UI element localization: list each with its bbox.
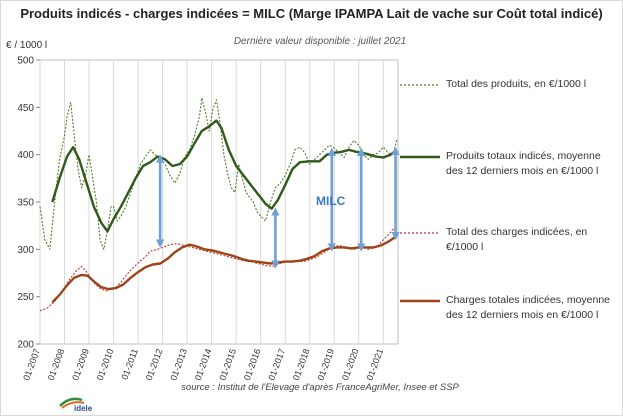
series-line-1: [51, 119, 398, 233]
y-axis-ticks: 200 250 300 350 400 450 500: [17, 56, 40, 351]
x-tick-label: 01-2014: [193, 347, 214, 381]
y-tick-label: 450: [17, 103, 34, 114]
x-tick-label: 01-2018: [291, 347, 312, 381]
x-tick-label: 01-2013: [168, 347, 189, 381]
x-tick-label: 01-2021: [364, 347, 385, 381]
y-axis-unit: € / 1000 l: [6, 40, 48, 51]
series-line-3: [51, 235, 398, 304]
x-tick-label: 01-2017: [266, 347, 287, 381]
y-tick-label: 350: [17, 198, 34, 209]
x-tick-label: 01-2012: [144, 347, 165, 381]
legend-item-charges-moyenne: Charges totales indicées, moyenne des 12…: [446, 294, 611, 321]
x-tick-label: 01-2007: [21, 347, 42, 381]
y-tick-label: 250: [17, 292, 34, 303]
x-tick-label: 01-2010: [95, 347, 116, 381]
milc-arrows: [155, 146, 400, 269]
milc-annotation: MILC: [316, 194, 346, 208]
y-tick-label: 300: [17, 245, 34, 256]
x-tick-label: 01-2019: [315, 347, 336, 381]
chart-subtitle: Dernière valeur disponible : juillet 202…: [233, 36, 407, 47]
x-tick-label: 01-2011: [119, 347, 139, 381]
series-line-0: [39, 97, 398, 250]
idele-logo: idele: [58, 394, 98, 412]
legend-item-charges: Total des charges indicées, en €/1000 l: [446, 226, 588, 253]
y-tick-label: 400: [17, 150, 34, 161]
x-tick-label: 01-2016: [242, 347, 263, 381]
x-tick-label: 01-2015: [217, 347, 238, 381]
y-tick-label: 200: [17, 340, 34, 351]
legend-item-produits: Total des produits, en €/1000 l: [446, 78, 587, 90]
x-axis-ticks: 01-2007 01-2008 01-2009 01-2010 01-2011 01-20…: [21, 347, 385, 381]
x-tick-label: 01-2009: [70, 347, 91, 381]
y-tick-label: 500: [17, 56, 34, 67]
chart-source: source : Institut de l'Elevage d'après F…: [181, 382, 459, 393]
series-line-2: [39, 225, 398, 312]
legend-item-produits-moyenne: Produits totaux indicés, moyenne des 12 …: [446, 150, 601, 177]
logo-text: idele: [74, 404, 93, 412]
chart-title: Produits indicés - charges indicées = MI…: [20, 6, 603, 21]
x-tick-label: 01-2008: [46, 347, 67, 381]
x-tick-label: 01-2020: [340, 347, 361, 381]
